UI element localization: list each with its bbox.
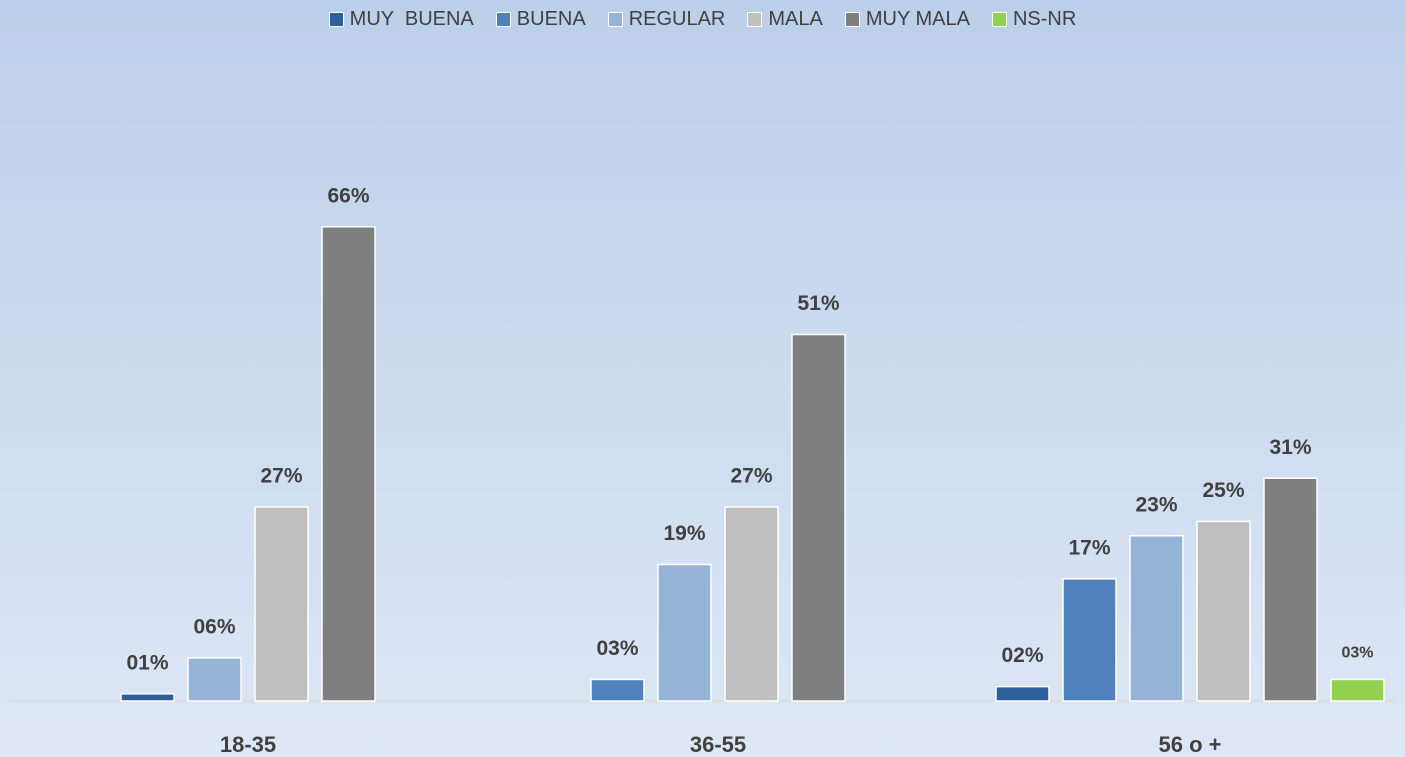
legend-label: NS-NR xyxy=(1012,8,1077,30)
legend-swatch xyxy=(495,12,511,27)
data-label: 25% xyxy=(1202,479,1244,502)
legend-label: MUY MALA xyxy=(865,8,970,30)
legend: MUY BUENA BUENA REGULAR MALA MUY MALA NS-NR xyxy=(0,8,1405,31)
legend-item: REGULAR xyxy=(607,8,726,31)
data-label: 27% xyxy=(730,465,772,488)
legend-item: BUENA xyxy=(495,8,586,31)
data-label: 06% xyxy=(193,615,235,638)
bar xyxy=(1196,520,1251,702)
bar xyxy=(120,693,175,702)
bar xyxy=(321,225,376,702)
data-label: 03% xyxy=(596,637,638,660)
legend-swatch xyxy=(747,12,763,27)
data-label: 02% xyxy=(1001,644,1043,667)
data-label: 03% xyxy=(1341,645,1373,662)
legend-item: MALA xyxy=(747,8,823,31)
data-label: 66% xyxy=(327,184,369,207)
data-label: 51% xyxy=(797,292,839,315)
data-label: 17% xyxy=(1068,536,1110,559)
data-label: 31% xyxy=(1269,436,1311,459)
legend-label: BUENA xyxy=(516,8,586,30)
legend-item: NS-NR xyxy=(991,8,1077,31)
bar xyxy=(1062,578,1117,702)
data-label: 27% xyxy=(260,465,302,488)
data-label: 01% xyxy=(126,651,168,674)
legend-swatch xyxy=(607,12,623,27)
bar xyxy=(1129,534,1184,702)
bar xyxy=(187,657,242,702)
legend-swatch xyxy=(844,12,860,27)
legend-label: MUY BUENA xyxy=(349,8,474,30)
legend-swatch xyxy=(991,12,1007,27)
x-tick-label: 56 o + xyxy=(1159,732,1222,757)
legend-swatch xyxy=(328,12,344,27)
bar xyxy=(254,506,309,702)
bar xyxy=(724,506,779,702)
legend-item: MUY MALA xyxy=(844,8,970,31)
legend-label: REGULAR xyxy=(628,8,726,30)
bar xyxy=(1330,678,1385,702)
data-label: 19% xyxy=(663,522,705,545)
legend-item: MUY BUENA xyxy=(328,8,474,31)
legend-label: MALA xyxy=(768,8,823,30)
bar xyxy=(791,333,846,702)
x-tick-label: 36-55 xyxy=(690,732,746,757)
x-tick-label: 18-35 xyxy=(220,732,276,757)
bar xyxy=(590,678,645,702)
data-label: 23% xyxy=(1135,493,1177,516)
bar xyxy=(995,685,1050,702)
bar xyxy=(1263,477,1318,702)
bar xyxy=(657,563,712,702)
